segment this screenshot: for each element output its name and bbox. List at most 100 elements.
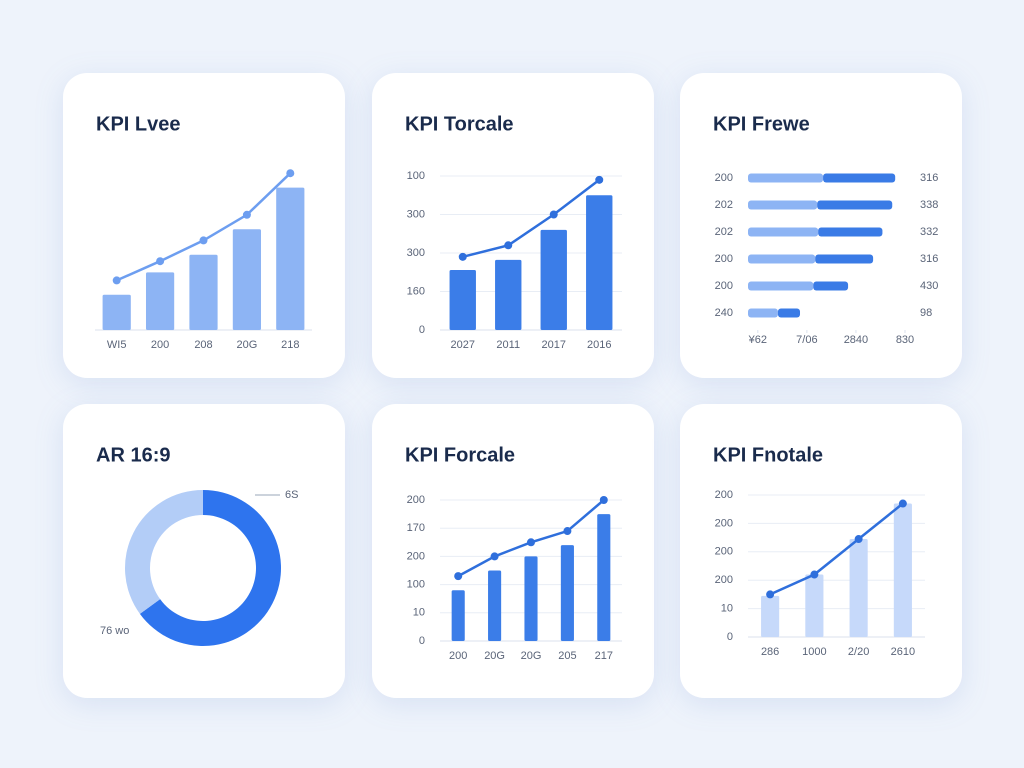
chart-title: KPI Forcale bbox=[405, 444, 515, 466]
x-tick-label: 20G bbox=[237, 339, 258, 351]
point bbox=[454, 572, 463, 581]
bar bbox=[813, 281, 849, 291]
x-tick-label: 2017 bbox=[542, 339, 566, 351]
x-tick-label: ¥62 bbox=[748, 334, 767, 346]
point bbox=[854, 535, 863, 544]
point bbox=[242, 210, 251, 219]
y-tick-label: 0 bbox=[419, 324, 425, 336]
x-tick-label: 2016 bbox=[587, 339, 611, 351]
bar bbox=[748, 227, 819, 237]
point bbox=[286, 169, 295, 178]
y-tick-label: 200 bbox=[715, 517, 733, 529]
point bbox=[549, 210, 558, 219]
annotation: 430 bbox=[920, 280, 938, 292]
y-tick-label: 200 bbox=[407, 550, 425, 562]
bar bbox=[748, 173, 824, 183]
bar bbox=[232, 229, 262, 330]
bar bbox=[586, 195, 613, 330]
point bbox=[563, 527, 572, 536]
bar bbox=[560, 545, 574, 641]
card-background bbox=[372, 73, 654, 378]
chart-card: KPI Frewe 200 316 202 338 202 332 200 316 200 430 2… bbox=[680, 73, 962, 378]
point bbox=[504, 241, 513, 250]
bar bbox=[451, 590, 465, 641]
x-tick-label: 830 bbox=[896, 334, 914, 346]
y-tick-label: 10 bbox=[413, 607, 425, 619]
point bbox=[458, 252, 467, 261]
y-tick-label: 170 bbox=[407, 522, 425, 534]
x-tick-label: 200 bbox=[151, 339, 169, 351]
x-tick-label: WI5 bbox=[107, 339, 127, 351]
point bbox=[112, 276, 121, 285]
y-tick-label: 240 bbox=[715, 307, 733, 319]
bar bbox=[817, 200, 893, 210]
slice-label: 76 wo bbox=[100, 625, 129, 637]
chart-title: KPI Frewe bbox=[713, 113, 810, 135]
x-tick-label: 217 bbox=[595, 650, 613, 662]
bar bbox=[849, 539, 868, 637]
line bbox=[769, 502, 904, 596]
chart-title: AR 16:9 bbox=[96, 444, 170, 466]
annotation: 332 bbox=[920, 226, 938, 238]
annotation: 98 bbox=[920, 307, 932, 319]
card-background bbox=[372, 404, 654, 698]
point bbox=[595, 175, 604, 184]
card-background bbox=[680, 404, 962, 698]
point bbox=[490, 552, 499, 561]
x-tick-label: 2610 bbox=[891, 646, 915, 658]
chart-title: KPI Fnotale bbox=[713, 444, 823, 466]
x-tick-label: 2027 bbox=[451, 339, 475, 351]
x-tick-label: 1000 bbox=[802, 646, 826, 658]
line bbox=[462, 178, 601, 259]
bar bbox=[748, 254, 816, 264]
y-tick-label: 200 bbox=[715, 280, 733, 292]
bar bbox=[540, 229, 567, 330]
x-tick-label: 208 bbox=[194, 339, 212, 351]
y-tick-label: 200 bbox=[715, 253, 733, 265]
y-tick-label: 160 bbox=[407, 285, 425, 297]
point bbox=[199, 236, 208, 245]
chart-title: KPI Lvee bbox=[96, 113, 180, 135]
x-tick-label: 2/20 bbox=[848, 646, 869, 658]
y-tick-label: 300 bbox=[407, 208, 425, 220]
point bbox=[898, 499, 907, 508]
bar bbox=[495, 259, 522, 330]
bar bbox=[488, 570, 502, 641]
y-tick-label: 300 bbox=[407, 247, 425, 259]
bar bbox=[823, 173, 896, 183]
x-tick-label: 20G bbox=[521, 650, 542, 662]
bar bbox=[815, 254, 874, 264]
y-tick-label: 100 bbox=[407, 579, 425, 591]
slice-label: 6S bbox=[285, 489, 298, 501]
donut-slice bbox=[139, 490, 281, 646]
y-tick-label: 200 bbox=[715, 489, 733, 501]
bar bbox=[102, 294, 131, 330]
y-tick-label: 202 bbox=[715, 199, 733, 211]
bar bbox=[145, 272, 175, 330]
x-tick-label: 2011 bbox=[496, 339, 520, 351]
donut-slice bbox=[125, 490, 203, 614]
x-tick-label: 200 bbox=[449, 650, 467, 662]
y-tick-label: 200 bbox=[715, 574, 733, 586]
chart-card: KPI Lvee WI5 200 208 20G 218 bbox=[63, 73, 345, 378]
y-tick-label: 202 bbox=[715, 226, 733, 238]
annotation: 316 bbox=[920, 253, 938, 265]
bar bbox=[748, 200, 818, 210]
x-tick-label: 2840 bbox=[844, 334, 868, 346]
y-tick-label: 0 bbox=[419, 635, 425, 647]
y-tick-label: 200 bbox=[715, 172, 733, 184]
point bbox=[766, 590, 775, 599]
annotation: 338 bbox=[920, 199, 938, 211]
bar bbox=[818, 227, 883, 237]
bar bbox=[805, 574, 824, 637]
point bbox=[527, 538, 535, 547]
x-tick-label: 218 bbox=[281, 339, 299, 351]
y-tick-label: 200 bbox=[715, 546, 733, 558]
bar bbox=[748, 308, 778, 318]
card-background bbox=[680, 73, 962, 378]
bar bbox=[276, 187, 305, 330]
point bbox=[156, 257, 165, 266]
bar bbox=[761, 595, 780, 637]
